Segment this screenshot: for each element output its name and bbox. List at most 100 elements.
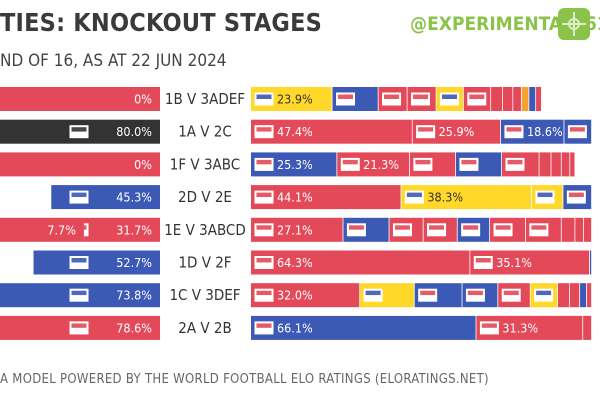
flag-icon-stripe (71, 127, 87, 132)
flag-icon-stripe2 (475, 262, 491, 267)
right-pct-label: 32.0% (277, 288, 313, 303)
flag-icon (404, 190, 424, 204)
flag-icon-stripe2 (531, 229, 547, 235)
flag-icon (418, 288, 438, 302)
left-pct-label: 80.0% (116, 124, 152, 139)
flag-icon-stripe (469, 94, 485, 99)
flag-icon-stripe (256, 323, 272, 328)
flag-icon-stripe (531, 225, 547, 230)
fixture-label: 1D V 2F (178, 254, 231, 272)
fixture-label: 1C V 3DEF (169, 286, 240, 304)
flag-icon-stripe (256, 290, 272, 296)
right-bar-segment (570, 152, 575, 177)
flag-icon (69, 125, 89, 139)
flag-icon-stripe2 (503, 295, 519, 300)
flag-icon-stripe (256, 258, 272, 263)
right-pct-label: 38.3% (427, 190, 463, 205)
flag-icon (382, 92, 402, 106)
flag-icon (363, 288, 383, 302)
flag-icon-stripe (536, 290, 552, 296)
right-bar-segment (251, 119, 412, 144)
flag-icon (254, 92, 274, 106)
chart-footer: A MODEL POWERED BY THE WORLD FOOTBALL EL… (0, 372, 489, 387)
flag-icon (504, 125, 524, 139)
flag-icon-stripe (342, 159, 358, 165)
left-bar-segment (83, 217, 160, 242)
flag-icon-stripe2 (394, 229, 410, 235)
flag-icon-stripe2 (256, 164, 272, 169)
left-pct-label: 0% (134, 157, 152, 172)
right-pct-label: 25.9% (439, 124, 475, 139)
flag-icon-stripe (406, 192, 422, 198)
flag-icon-stripe (467, 290, 483, 296)
right-bar-segment (557, 283, 570, 308)
flag-icon (493, 223, 513, 237)
flag-icon (392, 223, 412, 237)
flag-icon-stripe (394, 225, 410, 230)
flag-icon-stripe (475, 258, 491, 263)
flag-icon (566, 190, 586, 204)
right-bar-segment (561, 152, 570, 177)
flag-icon (254, 321, 274, 335)
flag-icon-stripe2 (406, 197, 422, 202)
fixture-label: 1F V 3ABC (170, 155, 240, 173)
fixture-row: 1A V 2C 80.0% 47.4% 25.9% 18.6% (0, 119, 592, 144)
right-bar-segment (521, 87, 529, 111)
flag-icon-stripe (365, 290, 381, 296)
flag-icon-stripe2 (507, 164, 523, 169)
flag-icon-stripe (256, 127, 272, 132)
flag-icon-stripe2 (71, 327, 87, 333)
right-pct-label: 25.3% (277, 157, 313, 172)
flag-icon (440, 92, 460, 106)
flag-icon-stripe2 (256, 262, 272, 267)
flag-icon-stripe2 (463, 229, 479, 235)
flag-icon-stripe2 (481, 327, 497, 333)
right-bar-segment (575, 217, 584, 242)
left-pct-label: 45.3% (116, 190, 152, 205)
flag-icon-stripe (442, 94, 458, 99)
left-pct-label: 78.6% (116, 320, 152, 335)
flag-icon-stripe (71, 258, 87, 263)
right-pct-label: 27.1% (277, 222, 313, 237)
flag-icon (473, 256, 493, 269)
flag-icon-stripe (463, 225, 479, 230)
flag-icon-stripe (537, 192, 553, 198)
flag-icon-stripe (337, 94, 353, 99)
flag-icon-stripe (415, 159, 431, 165)
flag-icon-stripe2 (537, 197, 553, 202)
right-bar-segment (251, 185, 401, 210)
flag-icon-stripe (348, 225, 364, 230)
right-bar-segment (502, 87, 513, 111)
right-bar-segment (583, 217, 592, 242)
flag-icon-stripe2 (337, 99, 353, 104)
left-pct-label: 7.7% (47, 222, 76, 237)
flag-icon-stripe (503, 290, 519, 296)
flag-icon (505, 157, 525, 171)
flag-icon-stripe2 (256, 229, 272, 235)
right-pct-label: 64.3% (277, 255, 313, 270)
right-pct-label: 31.3% (502, 320, 538, 335)
flag-icon (335, 92, 355, 106)
flag-icon-stripe2 (71, 131, 87, 137)
flag-icon-stripe (569, 127, 585, 132)
chart-title: TIES: KNOCKOUT STAGES (0, 8, 323, 37)
right-bar-segment (491, 87, 503, 111)
flag-icon-stripe2 (384, 99, 400, 104)
right-pct-label: 18.6% (527, 124, 563, 139)
right-pct-label: 35.1% (496, 255, 532, 270)
left-bar-segment (51, 185, 160, 210)
flag-icon-stripe (506, 127, 522, 132)
right-pct-label: 23.9% (277, 92, 313, 107)
flag-icon-stripe2 (442, 99, 458, 104)
left-pct-label: 52.7% (116, 255, 152, 270)
flag-icon-stripe (256, 192, 272, 198)
fixture-row: 2D V 2E 45.3% 44.1% 38.3% (51, 185, 592, 210)
flag-icon (254, 190, 274, 204)
flag-icon (69, 288, 89, 302)
flag-icon (535, 190, 555, 204)
fixture-label: 1E V 3ABCD (164, 221, 246, 239)
right-bar-segment (539, 152, 551, 177)
flag-icon (459, 157, 479, 171)
right-pct-label: 44.1% (277, 190, 313, 205)
flag-icon (254, 288, 274, 302)
